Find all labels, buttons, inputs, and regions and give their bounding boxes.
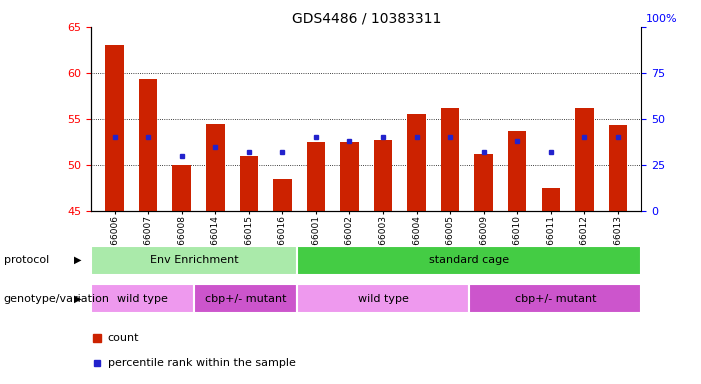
Text: ▶: ▶ [74, 255, 81, 265]
Bar [608, 126, 627, 211]
Bar [91, 246, 297, 275]
Text: wild type: wild type [117, 293, 168, 304]
Bar [441, 108, 459, 211]
Bar [542, 188, 560, 211]
Title: GDS4486 / 10383311: GDS4486 / 10383311 [292, 12, 441, 26]
Bar [105, 45, 124, 211]
Bar [194, 284, 297, 313]
Bar [240, 156, 258, 211]
Text: standard cage: standard cage [430, 255, 510, 265]
Bar [407, 114, 426, 211]
Text: cbp+/- mutant: cbp+/- mutant [515, 293, 596, 304]
Text: count: count [108, 333, 139, 343]
Bar [475, 154, 493, 211]
Bar [206, 124, 224, 211]
Bar [91, 284, 194, 313]
Text: protocol: protocol [4, 255, 49, 265]
Bar [172, 165, 191, 211]
Bar [297, 246, 641, 275]
Text: genotype/variation: genotype/variation [4, 293, 109, 304]
Bar [340, 142, 359, 211]
Bar [470, 284, 641, 313]
Bar [273, 179, 292, 211]
Bar [139, 79, 158, 211]
Bar [575, 108, 594, 211]
Bar [374, 140, 393, 211]
Bar [508, 131, 526, 211]
Text: ▶: ▶ [74, 293, 81, 304]
Text: 100%: 100% [646, 14, 677, 24]
Text: cbp+/- mutant: cbp+/- mutant [205, 293, 287, 304]
Text: wild type: wild type [358, 293, 409, 304]
Bar [297, 284, 470, 313]
Text: Env Enrichment: Env Enrichment [150, 255, 238, 265]
Bar [307, 142, 325, 211]
Text: percentile rank within the sample: percentile rank within the sample [108, 358, 296, 368]
